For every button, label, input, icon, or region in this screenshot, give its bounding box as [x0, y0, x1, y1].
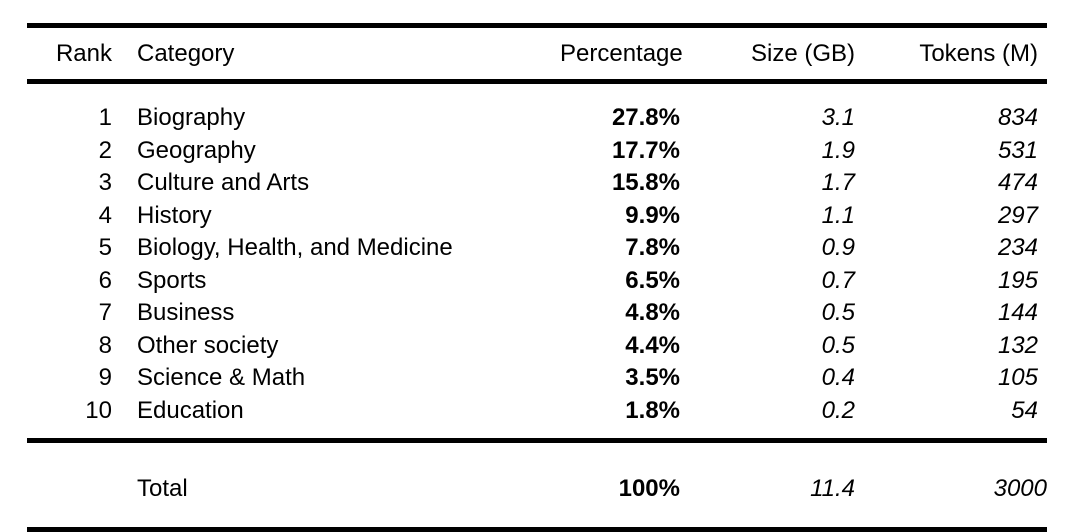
percentage-cell: 7.8%	[625, 234, 680, 262]
table-row: 4 History 9.9% 1.1 297	[27, 200, 1047, 233]
col-header-percentage: Percentage	[560, 25, 683, 84]
category-cell: Sports	[137, 266, 207, 294]
tokens-cell: 195	[997, 266, 1038, 294]
tokens-cell: 54	[1011, 396, 1038, 424]
percentage-cell: 17.7%	[611, 136, 680, 164]
total-label: Total	[112, 438, 560, 530]
category-table: Rank Category Percentage Size (GB) Token…	[27, 23, 1047, 532]
size-cell: 0.7	[821, 266, 855, 294]
size-cell: 0.9	[821, 234, 855, 262]
percentage-cell: 3.5%	[625, 364, 680, 392]
table-footer: Total 100% 11.4 3000	[27, 438, 1047, 530]
size-cell: 1.7	[821, 169, 855, 197]
table-row: 9 Science & Math 3.5% 0.4 105	[27, 362, 1047, 395]
size-cell: 0.5	[821, 299, 855, 327]
rank-cell: 1	[98, 104, 112, 132]
tokens-cell: 144	[997, 299, 1038, 327]
tokens-cell: 132	[997, 331, 1038, 359]
category-cell: History	[137, 201, 212, 229]
col-header-tokens: Tokens (M)	[855, 25, 1047, 84]
col-header-category: Category	[112, 25, 560, 84]
category-cell: Biology, Health, and Medicine	[137, 234, 453, 262]
category-cell: Education	[137, 396, 244, 424]
table-row: 7 Business 4.8% 0.5 144	[27, 297, 1047, 330]
table-row: 3 Culture and Arts 15.8% 1.7 474	[27, 167, 1047, 200]
rank-cell: 6	[98, 266, 112, 294]
size-cell: 3.1	[821, 104, 855, 132]
rank-cell: 4	[98, 201, 112, 229]
category-cell: Culture and Arts	[137, 169, 310, 197]
size-cell: 0.2	[821, 396, 855, 424]
tokens-cell: 531	[997, 136, 1038, 164]
rank-cell: 5	[98, 234, 112, 262]
table-row: 8 Other society 4.4% 0.5 132	[27, 330, 1047, 363]
category-cell: Biography	[137, 104, 246, 132]
tokens-cell: 297	[997, 201, 1038, 229]
rank-cell: 10	[85, 396, 112, 424]
rank-cell: 9	[98, 364, 112, 392]
category-cell: Science & Math	[137, 364, 306, 392]
category-cell: Geography	[137, 136, 256, 164]
percentage-cell: 27.8%	[611, 104, 680, 132]
size-cell: 1.1	[821, 201, 855, 229]
total-size-cell: 11.4	[680, 438, 855, 530]
percentage-cell: 1.8%	[625, 396, 680, 424]
tokens-cell: 105	[997, 364, 1038, 392]
table-row: 10 Education 1.8% 0.2 54	[27, 395, 1047, 441]
total-row: Total 100% 11.4 3000	[27, 438, 1047, 530]
table-row: 2 Geography 17.7% 1.9 531	[27, 135, 1047, 168]
tokens-cell: 834	[997, 104, 1038, 132]
total-tokens-cell: 3000	[855, 438, 1047, 530]
rank-cell: 2	[98, 136, 112, 164]
tokens-cell: 474	[997, 169, 1038, 197]
total-percentage-cell: 100%	[560, 438, 680, 530]
size-cell: 0.4	[821, 364, 855, 392]
rank-cell: 8	[98, 331, 112, 359]
col-header-size: Size (GB)	[680, 25, 855, 84]
percentage-cell: 4.8%	[625, 299, 680, 327]
table-row: 1 Biography 27.8% 3.1 834	[27, 82, 1047, 135]
rank-cell: 7	[98, 299, 112, 327]
col-header-rank: Rank	[27, 25, 112, 84]
table-row: 5 Biology, Health, and Medicine 7.8% 0.9…	[27, 232, 1047, 265]
percentage-cell: 15.8%	[611, 169, 680, 197]
size-cell: 1.9	[821, 136, 855, 164]
tokens-cell: 234	[997, 234, 1038, 262]
category-cell: Business	[137, 299, 235, 327]
table-row: 6 Sports 6.5% 0.7 195	[27, 265, 1047, 298]
category-cell: Other society	[137, 331, 279, 359]
percentage-cell: 6.5%	[625, 266, 680, 294]
table-header: Rank Category Percentage Size (GB) Token…	[27, 25, 1047, 84]
category-table-container: Rank Category Percentage Size (GB) Token…	[27, 23, 1047, 532]
percentage-cell: 9.9%	[625, 201, 680, 229]
size-cell: 0.5	[821, 331, 855, 359]
total-empty-rank	[27, 438, 112, 530]
header-row: Rank Category Percentage Size (GB) Token…	[27, 25, 1047, 84]
table-body: 1 Biography 27.8% 3.1 834 2 Geography 17…	[27, 82, 1047, 441]
rank-cell: 3	[98, 169, 112, 197]
percentage-cell: 4.4%	[625, 331, 680, 359]
